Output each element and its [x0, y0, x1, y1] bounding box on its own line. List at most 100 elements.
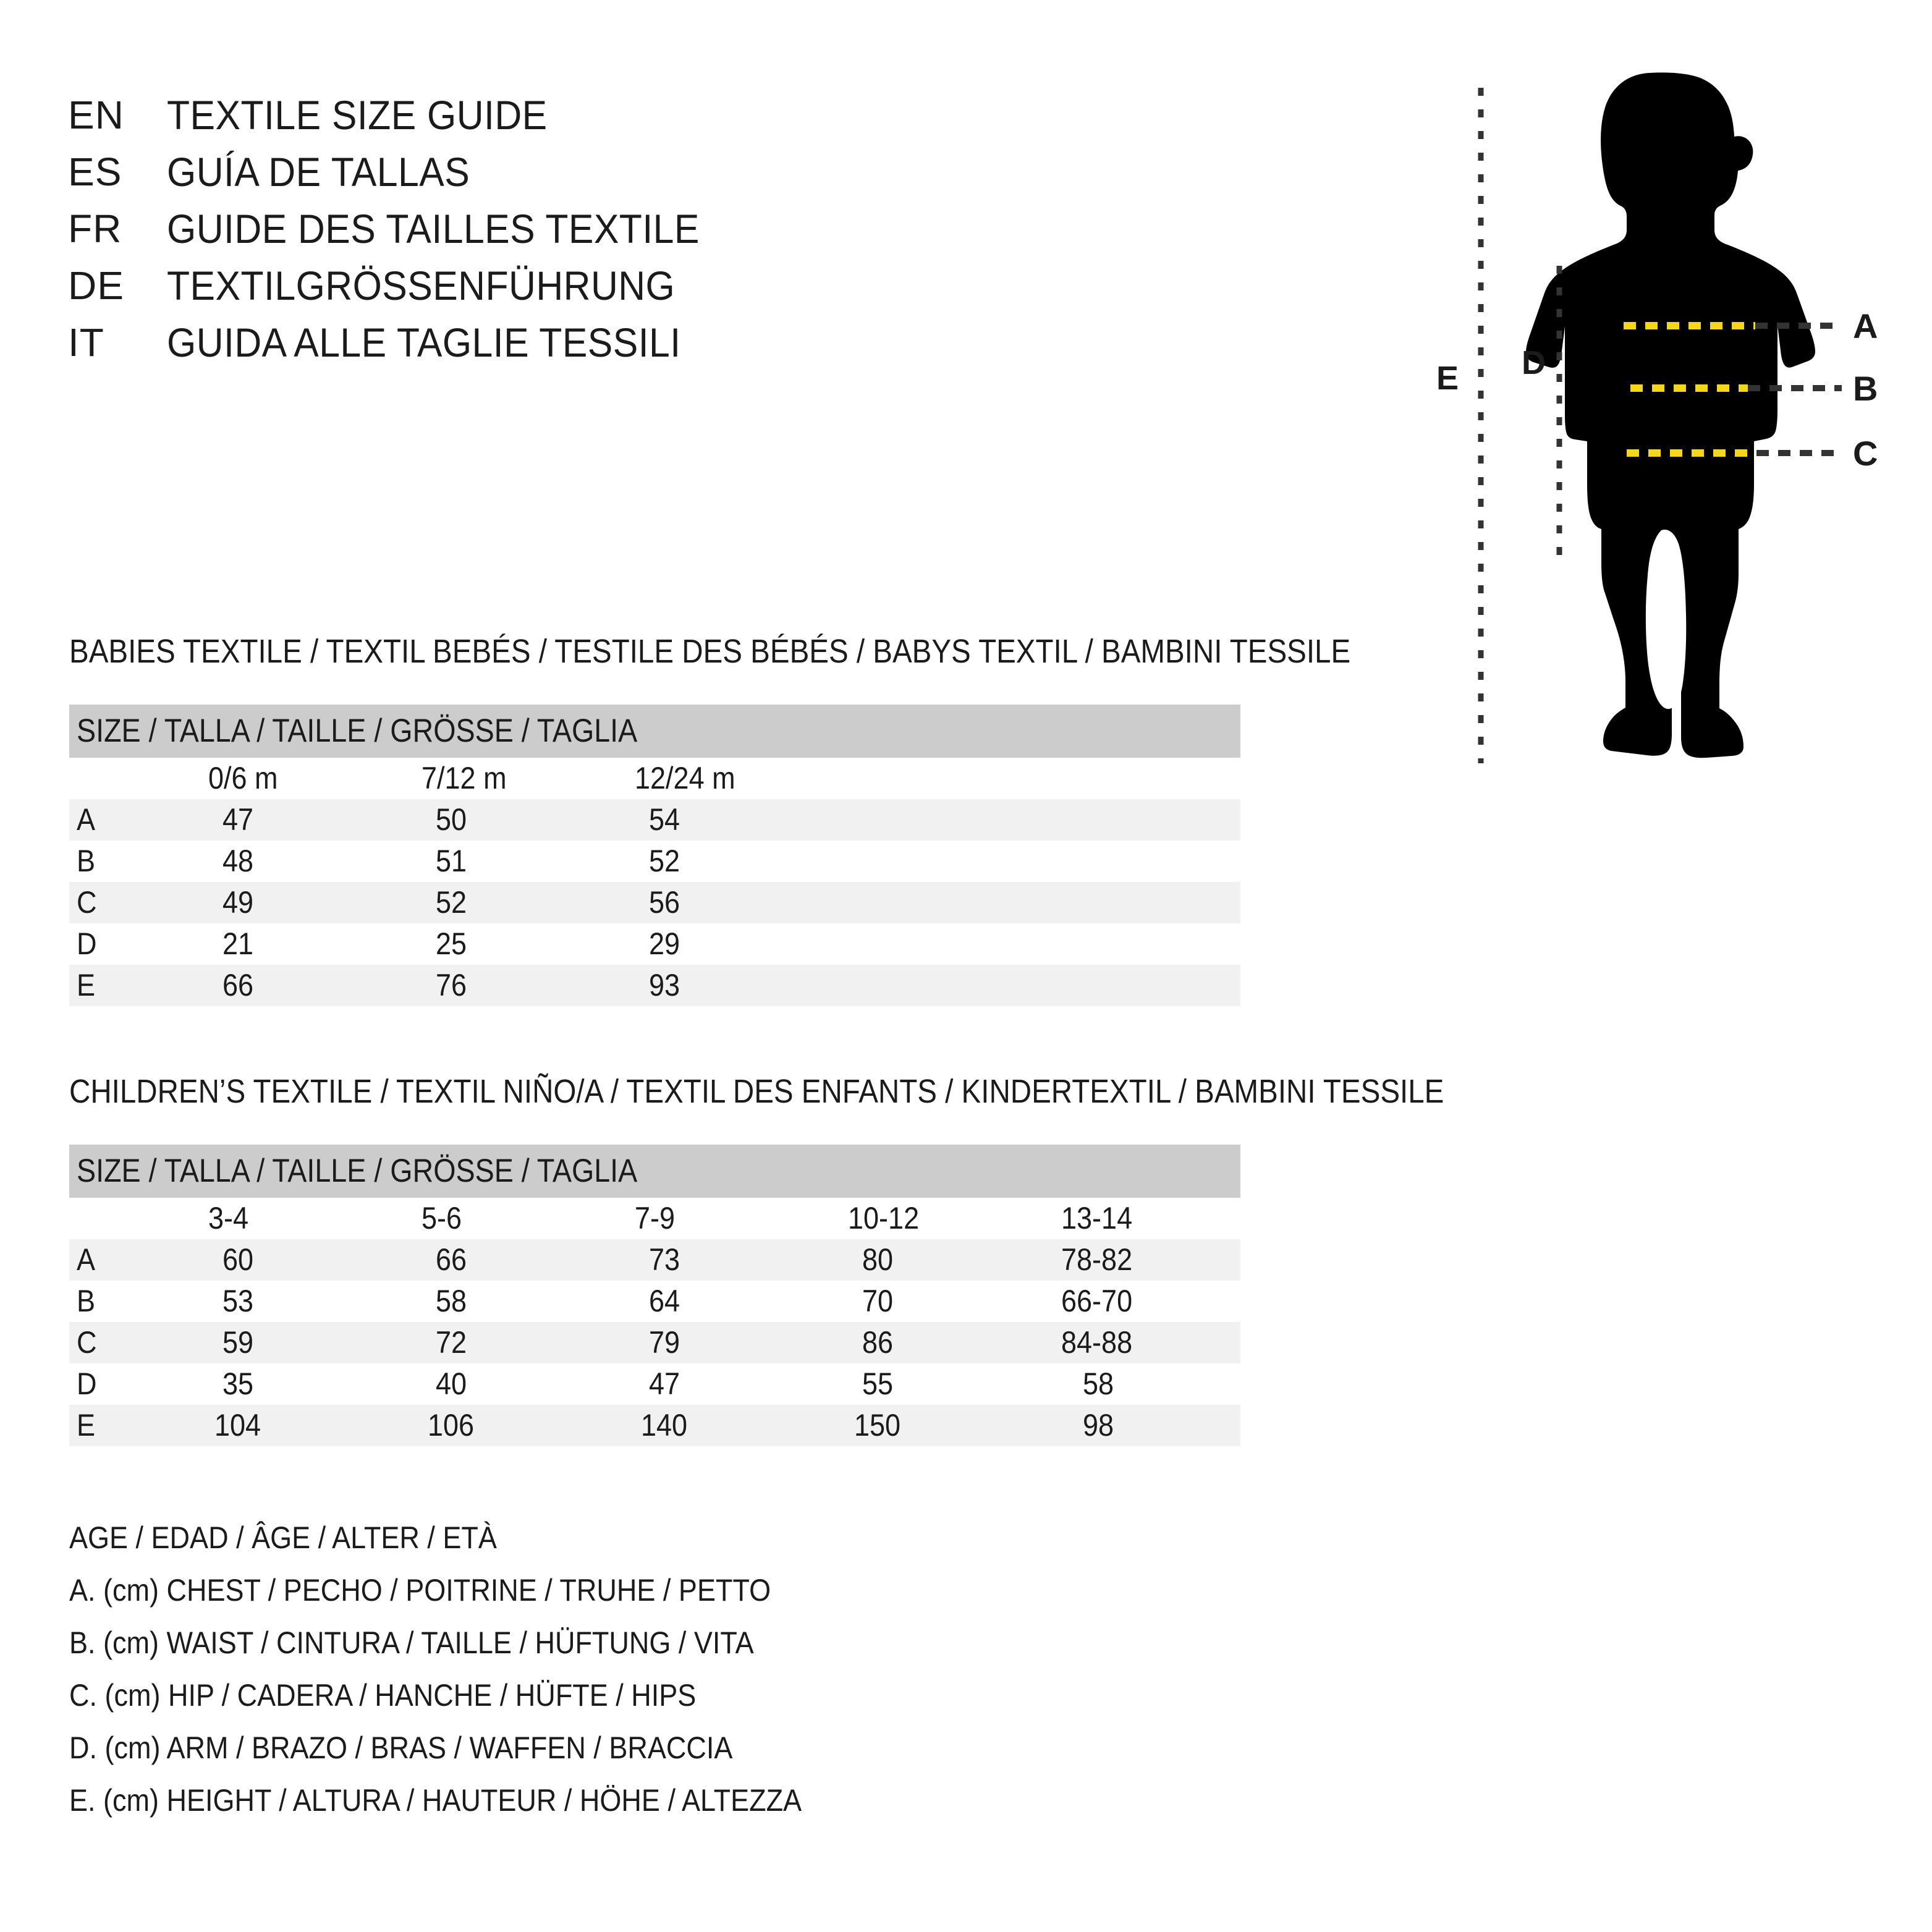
figure-label-d: D	[1522, 344, 1546, 381]
babies-col-2: 12/24 m	[635, 761, 735, 795]
babies-row-label-c: C	[77, 885, 97, 920]
babies-cell-a-2: 54	[649, 802, 680, 837]
babies-cell-b-1: 51	[436, 844, 467, 878]
children-col-0: 3-4	[208, 1201, 249, 1235]
language-code-fr: FR	[68, 206, 122, 251]
table-row: C 49 52 56	[69, 882, 1240, 923]
children-cell-a-4: 78-82	[1061, 1242, 1133, 1277]
babies-col-1: 7/12 m	[422, 761, 507, 795]
language-title-de: TEXTILGRÖSSENFÜHRUNG	[167, 263, 676, 308]
measurement-legend: AGE / EDAD / ÂGE / ALTER / ETÀ A. (cm) C…	[69, 1517, 1120, 1832]
children-cell-e-0: 104	[214, 1408, 261, 1443]
children-cell-b-4: 66-70	[1061, 1284, 1133, 1318]
figure-label-e: E	[1436, 360, 1459, 397]
figure-label-a: A	[1853, 307, 1878, 345]
children-row-label-b: B	[77, 1284, 96, 1318]
babies-column-header-row: 0/6 m 7/12 m 12/24 m	[69, 758, 1240, 799]
babies-section-title: BABIES TEXTILE / TEXTIL BEBÉS / TESTILE …	[69, 633, 1351, 670]
figure-label-c: C	[1853, 434, 1878, 473]
children-col-2: 7-9	[635, 1201, 676, 1235]
children-cell-d-0: 35	[222, 1366, 254, 1401]
legend-item-c: C. (cm) HIP / CADERA / HANCHE / HÜFTE / …	[69, 1678, 697, 1713]
children-cell-b-2: 64	[649, 1284, 680, 1318]
children-cell-c-2: 79	[649, 1325, 680, 1360]
table-row: E 104 106 140 150 98	[69, 1405, 1240, 1446]
leg-gap	[1645, 530, 1687, 710]
legend-item-d: D. (cm) ARM / BRAZO / BRAS / WAFFEN / BR…	[69, 1731, 733, 1765]
children-cell-d-1: 40	[436, 1366, 467, 1401]
table-row: A 60 66 73 80 78-82	[69, 1239, 1240, 1281]
legend-age-line: AGE / EDAD / ÂGE / ALTER / ETÀ	[69, 1520, 497, 1555]
children-col-1: 5-6	[422, 1201, 462, 1235]
table-row: D 21 25 29	[69, 923, 1240, 965]
children-size-header-label: SIZE / TALLA / TAILLE / GRÖSSE / TAGLIA	[77, 1153, 638, 1189]
children-row-label-e: E	[77, 1408, 96, 1443]
babies-cell-b-2: 52	[649, 844, 680, 878]
babies-cell-a-1: 50	[436, 802, 467, 837]
children-cell-c-1: 72	[436, 1325, 467, 1360]
figure-label-b: B	[1853, 369, 1878, 408]
children-cell-a-3: 80	[862, 1242, 894, 1277]
children-cell-d-4: 58	[1083, 1366, 1114, 1401]
babies-cell-b-0: 48	[222, 844, 254, 878]
language-row-it: IT GUIDA ALLE TAGLIE TESSILI	[68, 320, 933, 377]
babies-cell-a-0: 47	[222, 802, 254, 837]
children-column-header-row: 3-4 5-6 7-9 10-12 13-14	[69, 1198, 1240, 1239]
children-cell-b-3: 70	[862, 1284, 894, 1318]
language-title-fr: GUIDE DES TAILLES TEXTILE	[167, 206, 700, 252]
children-row-label-a: A	[77, 1242, 96, 1277]
children-cell-d-3: 55	[862, 1366, 894, 1401]
language-code-es: ES	[68, 150, 122, 194]
children-cell-c-4: 84-88	[1061, 1325, 1133, 1360]
children-cell-b-1: 58	[436, 1284, 467, 1318]
children-cell-d-2: 47	[649, 1366, 680, 1401]
children-cell-a-2: 73	[649, 1242, 680, 1277]
babies-table-header-band: SIZE / TALLA / TAILLE / GRÖSSE / TAGLIA	[69, 705, 1240, 758]
children-col-4: 13-14	[1061, 1201, 1133, 1235]
table-row: E 66 76 93	[69, 965, 1240, 1006]
language-code-de: DE	[68, 263, 124, 308]
babies-cell-c-2: 56	[649, 885, 680, 920]
children-row-label-c: C	[77, 1325, 97, 1360]
babies-col-0: 0/6 m	[208, 761, 278, 795]
children-size-table: SIZE / TALLA / TAILLE / GRÖSSE / TAGLIA …	[69, 1145, 1240, 1446]
table-row: A 47 50 54	[69, 799, 1240, 841]
table-row: B 53 58 64 70 66-70	[69, 1281, 1240, 1322]
children-cell-e-1: 106	[428, 1408, 475, 1443]
babies-row-label-b: B	[77, 844, 96, 878]
babies-cell-d-1: 25	[436, 926, 467, 961]
babies-cell-e-0: 66	[222, 968, 254, 1002]
legend-item-e: E. (cm) HEIGHT / ALTURA / HAUTEUR / HÖHE…	[69, 1783, 802, 1818]
children-cell-e-4: 98	[1083, 1408, 1114, 1443]
table-row: B 48 51 52	[69, 841, 1240, 882]
babies-cell-c-1: 52	[436, 885, 467, 920]
children-cell-e-3: 150	[854, 1408, 901, 1443]
child-silhouette-icon	[1526, 72, 1815, 758]
language-title-en: TEXTILE SIZE GUIDE	[167, 92, 548, 138]
babies-row-label-e: E	[77, 968, 96, 1002]
children-col-3: 10-12	[848, 1201, 920, 1235]
babies-row-label-d: D	[77, 926, 97, 961]
language-code-en: EN	[68, 93, 124, 137]
legend-item-b: B. (cm) WAIST / CINTURA / TAILLE / HÜFTU…	[69, 1625, 754, 1660]
language-row-en: EN TEXTILE SIZE GUIDE	[68, 93, 933, 150]
babies-cell-d-0: 21	[222, 926, 254, 961]
children-cell-e-2: 140	[641, 1408, 688, 1443]
language-title-es: GUÍA DE TALLAS	[167, 149, 470, 195]
children-section-title: CHILDREN’S TEXTILE / TEXTIL NIÑO/A / TEX…	[69, 1073, 1444, 1110]
legend-item-a: A. (cm) CHEST / PECHO / POITRINE / TRUHE…	[69, 1573, 771, 1608]
babies-cell-d-2: 29	[649, 926, 680, 961]
language-row-de: DE TEXTILGRÖSSENFÜHRUNG	[68, 263, 933, 320]
language-code-it: IT	[68, 320, 104, 365]
children-cell-c-3: 86	[862, 1325, 894, 1360]
children-cell-a-1: 66	[436, 1242, 467, 1277]
language-title-it: GUIDA ALLE TAGLIE TESSILI	[167, 320, 681, 365]
babies-cell-e-1: 76	[436, 968, 467, 1002]
children-table-header-band: SIZE / TALLA / TAILLE / GRÖSSE / TAGLIA	[69, 1145, 1240, 1198]
children-cell-c-0: 59	[222, 1325, 254, 1360]
language-header-block: EN TEXTILE SIZE GUIDE ES GUÍA DE TALLAS …	[68, 93, 933, 377]
babies-cell-c-0: 49	[222, 885, 254, 920]
babies-cell-e-2: 93	[649, 968, 680, 1002]
children-cell-b-0: 53	[222, 1284, 254, 1318]
babies-size-header-label: SIZE / TALLA / TAILLE / GRÖSSE / TAGLIA	[77, 713, 638, 749]
